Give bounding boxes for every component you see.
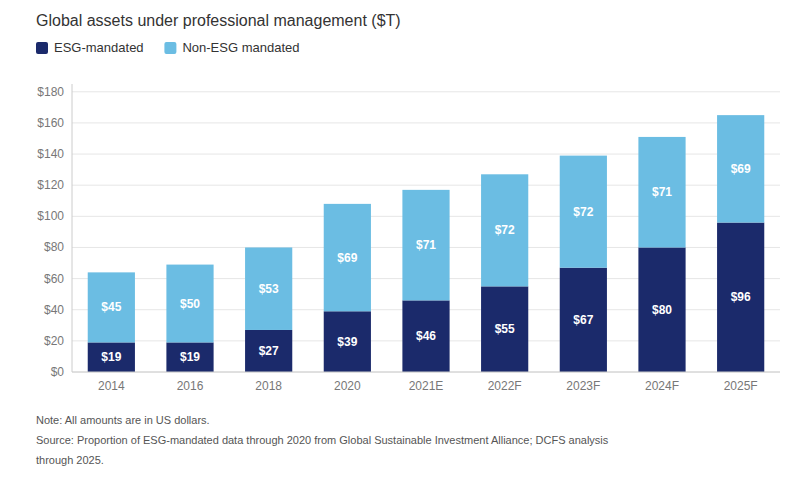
data-label: $72 <box>573 205 593 219</box>
data-label: $67 <box>573 313 593 327</box>
grid-line <box>72 91 780 92</box>
bar <box>717 115 764 222</box>
y-tick-label: $100 <box>37 209 64 223</box>
bar <box>638 247 685 372</box>
data-label: $53 <box>259 282 279 296</box>
y-tick-label: $0 <box>51 365 65 379</box>
data-label: $80 <box>652 303 672 317</box>
y-tick-label: $40 <box>44 303 64 317</box>
data-label: $19 <box>101 350 121 364</box>
legend-swatch <box>164 42 176 54</box>
x-tick-label: 2023F <box>566 379 600 393</box>
data-label: $39 <box>337 335 357 349</box>
bar <box>166 342 213 372</box>
y-tick-label: $20 <box>44 334 64 348</box>
data-labels: $19 $19 $27 $39 $46 $55 $67 $80 $96 $45 $50 $53 $69 $… <box>101 162 751 364</box>
legend-label: Non-ESG mandated <box>182 40 299 55</box>
chart: Global assets under professional managem… <box>0 0 800 482</box>
x-axis-line <box>72 372 780 373</box>
x-tick-label: 2024F <box>645 379 679 393</box>
y-tick-label: $80 <box>44 240 64 254</box>
bar <box>402 190 449 301</box>
bar <box>560 268 607 372</box>
data-label: $69 <box>731 162 751 176</box>
x-tick-label: 2018 <box>255 379 282 393</box>
bar <box>481 174 528 286</box>
bar <box>324 204 371 311</box>
data-label: $72 <box>495 223 515 237</box>
y-tick-label: $160 <box>37 116 64 130</box>
data-label: $69 <box>337 251 357 265</box>
bar <box>88 272 135 342</box>
data-label: $19 <box>180 350 200 364</box>
title: Global assets under professional managem… <box>36 12 401 29</box>
bar <box>402 300 449 372</box>
x-tick-label: 2025F <box>724 379 758 393</box>
x-tick-label: 2021E <box>409 379 444 393</box>
note: Source: Proportion of ESG-mandated data … <box>36 434 609 446</box>
y-tick-label: $120 <box>37 178 64 192</box>
legend-swatch <box>36 42 48 54</box>
bar <box>481 286 528 372</box>
data-label: $27 <box>259 344 279 358</box>
bar <box>88 342 135 372</box>
data-label: $71 <box>416 238 436 252</box>
note: Note: All amounts are in US dollars. <box>36 414 210 426</box>
grid-line <box>72 122 780 123</box>
y-tick-label: $180 <box>37 85 64 99</box>
x-tick-label: 2014 <box>98 379 125 393</box>
data-label: $96 <box>731 290 751 304</box>
x-tick-label: 2016 <box>177 379 204 393</box>
data-label: $45 <box>101 300 121 314</box>
y-axis-line <box>72 84 73 372</box>
x-tick-label: 2022F <box>488 379 522 393</box>
y-tick-label: $60 <box>44 272 64 286</box>
bar <box>324 311 371 372</box>
bars <box>88 115 765 372</box>
grid-line <box>72 372 780 373</box>
data-label: $50 <box>180 297 200 311</box>
data-label: $55 <box>495 322 515 336</box>
bar <box>638 137 685 248</box>
note: through 2025. <box>36 454 104 466</box>
y-tick-label: $140 <box>37 147 64 161</box>
data-label: $46 <box>416 329 436 343</box>
bar <box>245 247 292 330</box>
data-label: $71 <box>652 185 672 199</box>
bar <box>166 265 213 343</box>
bar <box>245 330 292 372</box>
y-grid <box>72 92 780 372</box>
bar <box>560 156 607 268</box>
legend: ESG-mandated Non-ESG mandated <box>36 40 299 55</box>
x-tick-label: 2020 <box>334 379 361 393</box>
legend-label: ESG-mandated <box>54 40 144 55</box>
background <box>0 0 800 482</box>
bar <box>717 223 764 372</box>
